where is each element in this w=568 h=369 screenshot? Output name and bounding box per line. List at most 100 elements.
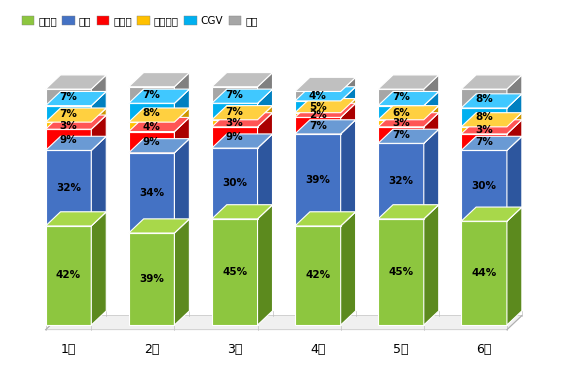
Bar [461,89,507,108]
Polygon shape [341,99,356,117]
Polygon shape [212,73,273,87]
Polygon shape [45,136,106,151]
Polygon shape [91,115,106,151]
Polygon shape [212,106,273,120]
Text: 32%: 32% [389,176,414,186]
Polygon shape [212,113,273,127]
Polygon shape [129,89,189,103]
Polygon shape [91,212,106,325]
Polygon shape [341,120,356,226]
Polygon shape [129,139,189,153]
Text: 44%: 44% [471,268,496,278]
Polygon shape [129,73,189,87]
Text: 39%: 39% [139,274,164,284]
Text: 45%: 45% [222,267,247,277]
Polygon shape [295,77,356,92]
Text: 7%: 7% [309,121,327,131]
Polygon shape [507,75,522,108]
Polygon shape [129,108,189,122]
Polygon shape [507,207,522,325]
Text: 30%: 30% [471,181,496,191]
Polygon shape [257,113,273,148]
Text: 39%: 39% [306,175,330,185]
Text: 7%: 7% [143,90,161,100]
Bar [378,144,424,219]
Bar [45,106,91,122]
Text: 8%: 8% [475,93,493,104]
Polygon shape [341,212,356,325]
Polygon shape [461,207,522,221]
Polygon shape [424,106,438,127]
Text: 9%: 9% [60,135,77,145]
Bar [378,219,424,325]
Text: 7%: 7% [60,92,77,102]
Text: 42%: 42% [305,270,331,280]
Bar [129,122,174,132]
Polygon shape [424,92,438,120]
Polygon shape [378,129,438,144]
Bar [129,103,174,122]
Polygon shape [174,139,189,233]
Polygon shape [257,89,273,120]
Bar [295,117,341,134]
Polygon shape [507,113,522,134]
Bar [461,151,507,221]
Text: 3%: 3% [392,118,410,128]
Bar [295,92,341,101]
Bar [295,101,341,113]
Polygon shape [174,108,189,132]
Text: 8%: 8% [143,108,160,118]
Polygon shape [461,136,522,151]
Polygon shape [295,103,356,117]
Polygon shape [461,75,522,89]
Polygon shape [507,94,522,127]
Polygon shape [129,219,189,233]
Text: 7%: 7% [225,107,244,117]
Bar [378,106,424,120]
Polygon shape [378,106,438,120]
Bar [378,89,424,106]
Bar [461,127,507,134]
Bar [295,113,341,117]
Bar [461,221,507,325]
Bar [45,151,91,226]
Bar [129,87,174,103]
Bar [461,108,507,127]
Polygon shape [341,77,356,101]
Polygon shape [257,205,273,325]
Polygon shape [129,117,189,132]
Polygon shape [424,75,438,106]
Bar [212,87,257,103]
Bar [129,153,174,233]
Polygon shape [212,89,273,103]
Polygon shape [91,75,106,106]
Text: 34%: 34% [139,188,164,198]
Text: 7%: 7% [475,137,493,147]
Polygon shape [45,92,106,106]
Text: 7%: 7% [60,109,77,119]
Text: 4%: 4% [143,122,161,132]
Polygon shape [45,115,106,129]
Polygon shape [507,120,522,151]
Polygon shape [378,205,438,219]
Bar [129,233,174,325]
Text: 7%: 7% [392,92,410,102]
Polygon shape [91,108,106,129]
Bar [378,127,424,144]
Text: 9%: 9% [143,137,160,147]
Polygon shape [45,75,106,89]
Text: 3%: 3% [226,118,244,128]
Bar [212,103,257,120]
Polygon shape [174,89,189,122]
Text: 2%: 2% [309,110,327,120]
Polygon shape [257,134,273,219]
Polygon shape [424,113,438,144]
Bar [129,132,174,153]
Text: 4%: 4% [309,91,327,101]
Text: 42%: 42% [56,270,81,280]
Polygon shape [341,103,356,134]
Polygon shape [91,136,106,226]
Polygon shape [295,99,356,113]
Text: 7%: 7% [225,90,244,100]
Polygon shape [507,136,522,221]
